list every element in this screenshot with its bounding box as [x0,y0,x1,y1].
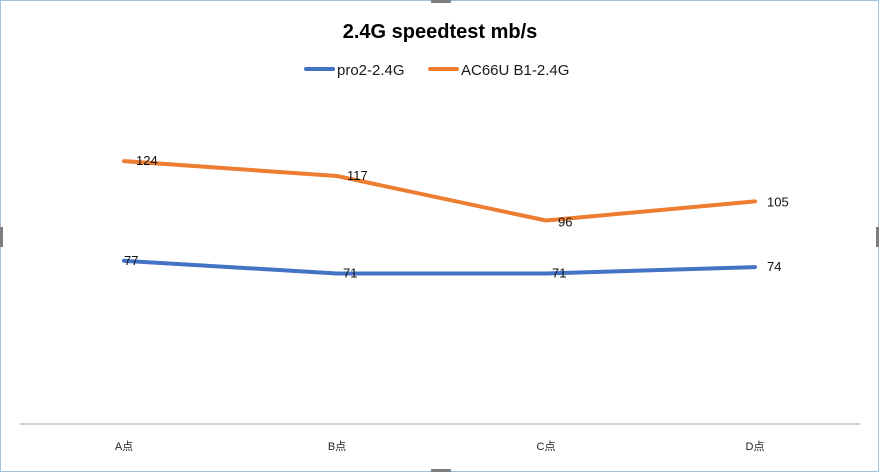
data-label: 71 [343,265,357,280]
x-tick-label: D点 [746,440,765,453]
resize-handle-left[interactable] [0,227,3,247]
legend-label-pro2: pro2-2.4G [337,62,405,79]
chart-title: 2.4G speedtest mb/s [343,21,538,43]
data-label: 105 [767,194,789,209]
data-label: 71 [552,265,566,280]
resize-handle-bottom[interactable] [431,469,451,472]
series-line-pro2 [122,258,757,276]
data-label: 96 [558,214,572,229]
series-line-ac66u [122,159,757,223]
data-label: 124 [136,153,158,168]
x-tick-label: B点 [328,440,346,453]
data-label: 77 [124,253,138,268]
plot-area: A点 B点 C点 D点 77 71 71 74 124 117 96 105 [115,153,789,453]
resize-handle-top[interactable] [431,0,451,3]
data-label: 117 [347,168,368,183]
legend: pro2-2.4G AC66U B1-2.4G [304,62,569,79]
legend-label-ac66u: AC66U B1-2.4G [461,62,569,79]
data-label: 74 [767,259,781,274]
x-tick-label: A点 [115,440,133,453]
x-tick-label: C点 [537,440,556,453]
resize-handle-right[interactable] [876,227,879,247]
